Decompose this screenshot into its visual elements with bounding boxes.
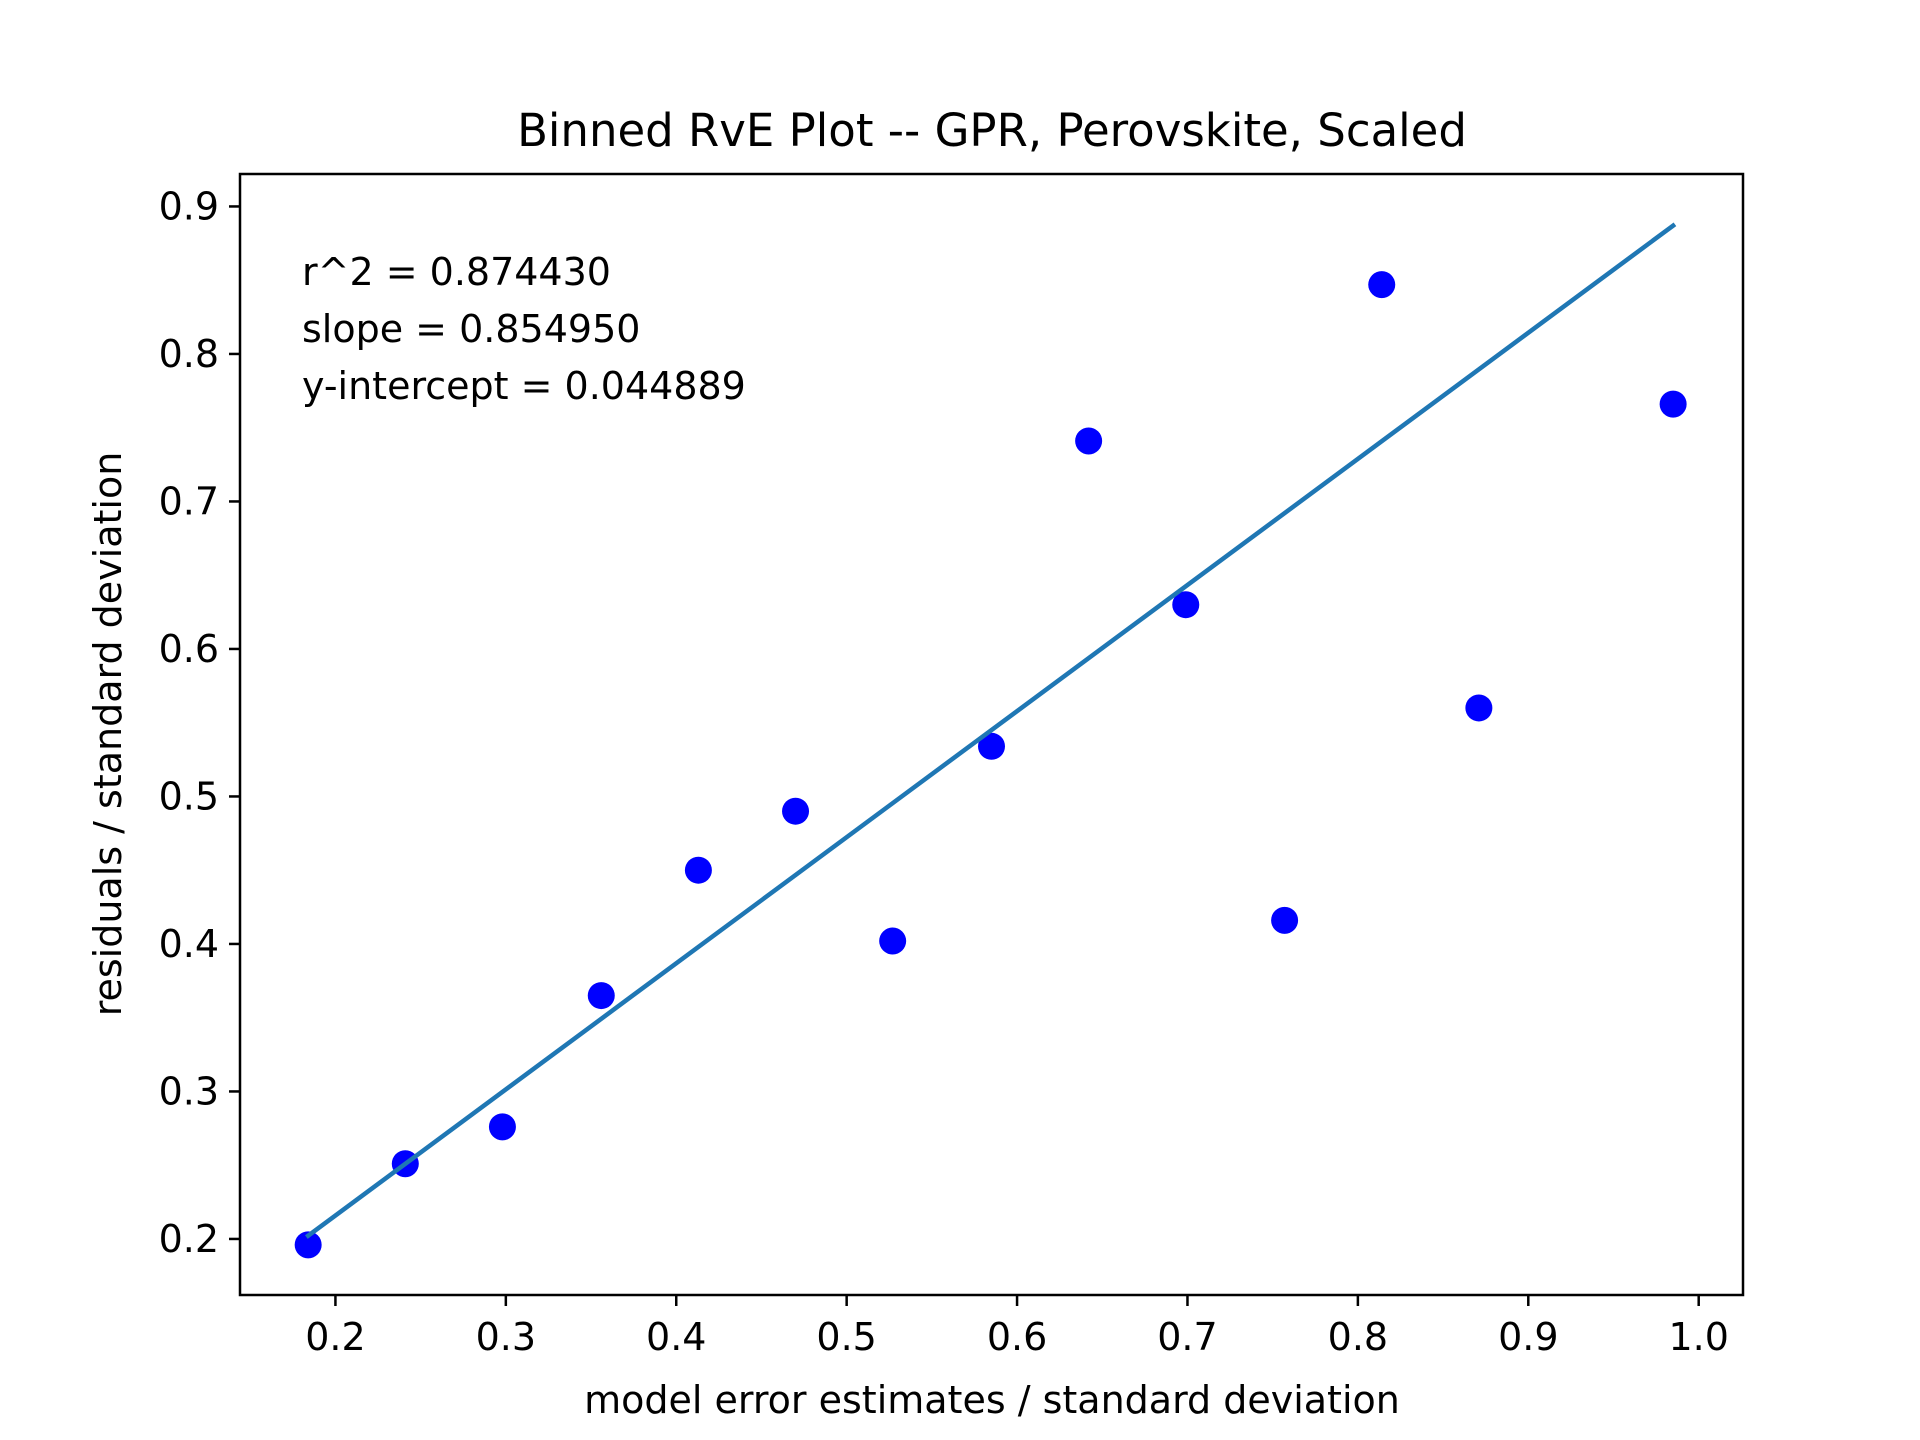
- data-point: [1271, 906, 1299, 934]
- y-tick-label: 0.6: [159, 627, 219, 671]
- x-tick-label: 0.5: [816, 1315, 876, 1359]
- x-tick-label: 0.9: [1498, 1315, 1558, 1359]
- x-tick-label: 1.0: [1668, 1315, 1728, 1359]
- y-axis-label: residuals / standard deviation: [86, 452, 130, 1017]
- data-point: [978, 732, 1005, 760]
- slope-annotation: slope = 0.854950: [302, 307, 640, 351]
- data-point: [1075, 427, 1103, 455]
- data-point: [782, 797, 810, 825]
- plot-area: 0.2 0.3 0.4 0.5 0.6 0.7 0.8 0.9 1.0 0.2 0.3 0.4 0.5 0…: [159, 184, 1729, 1359]
- y-tick-label: 0.4: [159, 922, 219, 966]
- y-tick-label: 0.3: [159, 1069, 219, 1113]
- x-tick-label: 0.4: [646, 1315, 706, 1359]
- data-point: [294, 1231, 322, 1259]
- y-tick-label: 0.5: [159, 774, 219, 818]
- data-point: [684, 856, 712, 884]
- x-tick-label: 0.2: [305, 1315, 365, 1359]
- data-point: [488, 1113, 516, 1141]
- y-tick-label: 0.9: [159, 184, 219, 228]
- data-point: [1465, 694, 1493, 722]
- x-tick-label: 0.8: [1328, 1315, 1388, 1359]
- data-point: [879, 927, 907, 955]
- x-tick-label: 0.7: [1157, 1315, 1217, 1359]
- x-tick-label: 0.3: [476, 1315, 536, 1359]
- fit-line: [305, 222, 1677, 1239]
- y-tick-label: 0.7: [159, 479, 219, 523]
- y-intercept-annotation: y-intercept = 0.044889: [302, 364, 746, 408]
- r-squared-annotation: r^2 = 0.874430: [302, 250, 611, 294]
- data-point: [587, 982, 615, 1010]
- x-tick-label: 0.6: [987, 1315, 1047, 1359]
- axes-frame: [238, 172, 1745, 1297]
- data-point: [1368, 271, 1396, 299]
- y-tick-label: 0.8: [159, 332, 219, 376]
- y-tick-label: 0.2: [159, 1217, 219, 1261]
- chart-title: Binned RvE Plot -- GPR, Perovskite, Scal…: [517, 104, 1467, 157]
- data-point: [1172, 591, 1200, 619]
- data-point: [1659, 390, 1687, 418]
- stats-annotation: r^2 = 0.874430 slope = 0.854950 y-interc…: [302, 250, 746, 408]
- x-axis-label: model error estimates / standard deviati…: [584, 1378, 1400, 1422]
